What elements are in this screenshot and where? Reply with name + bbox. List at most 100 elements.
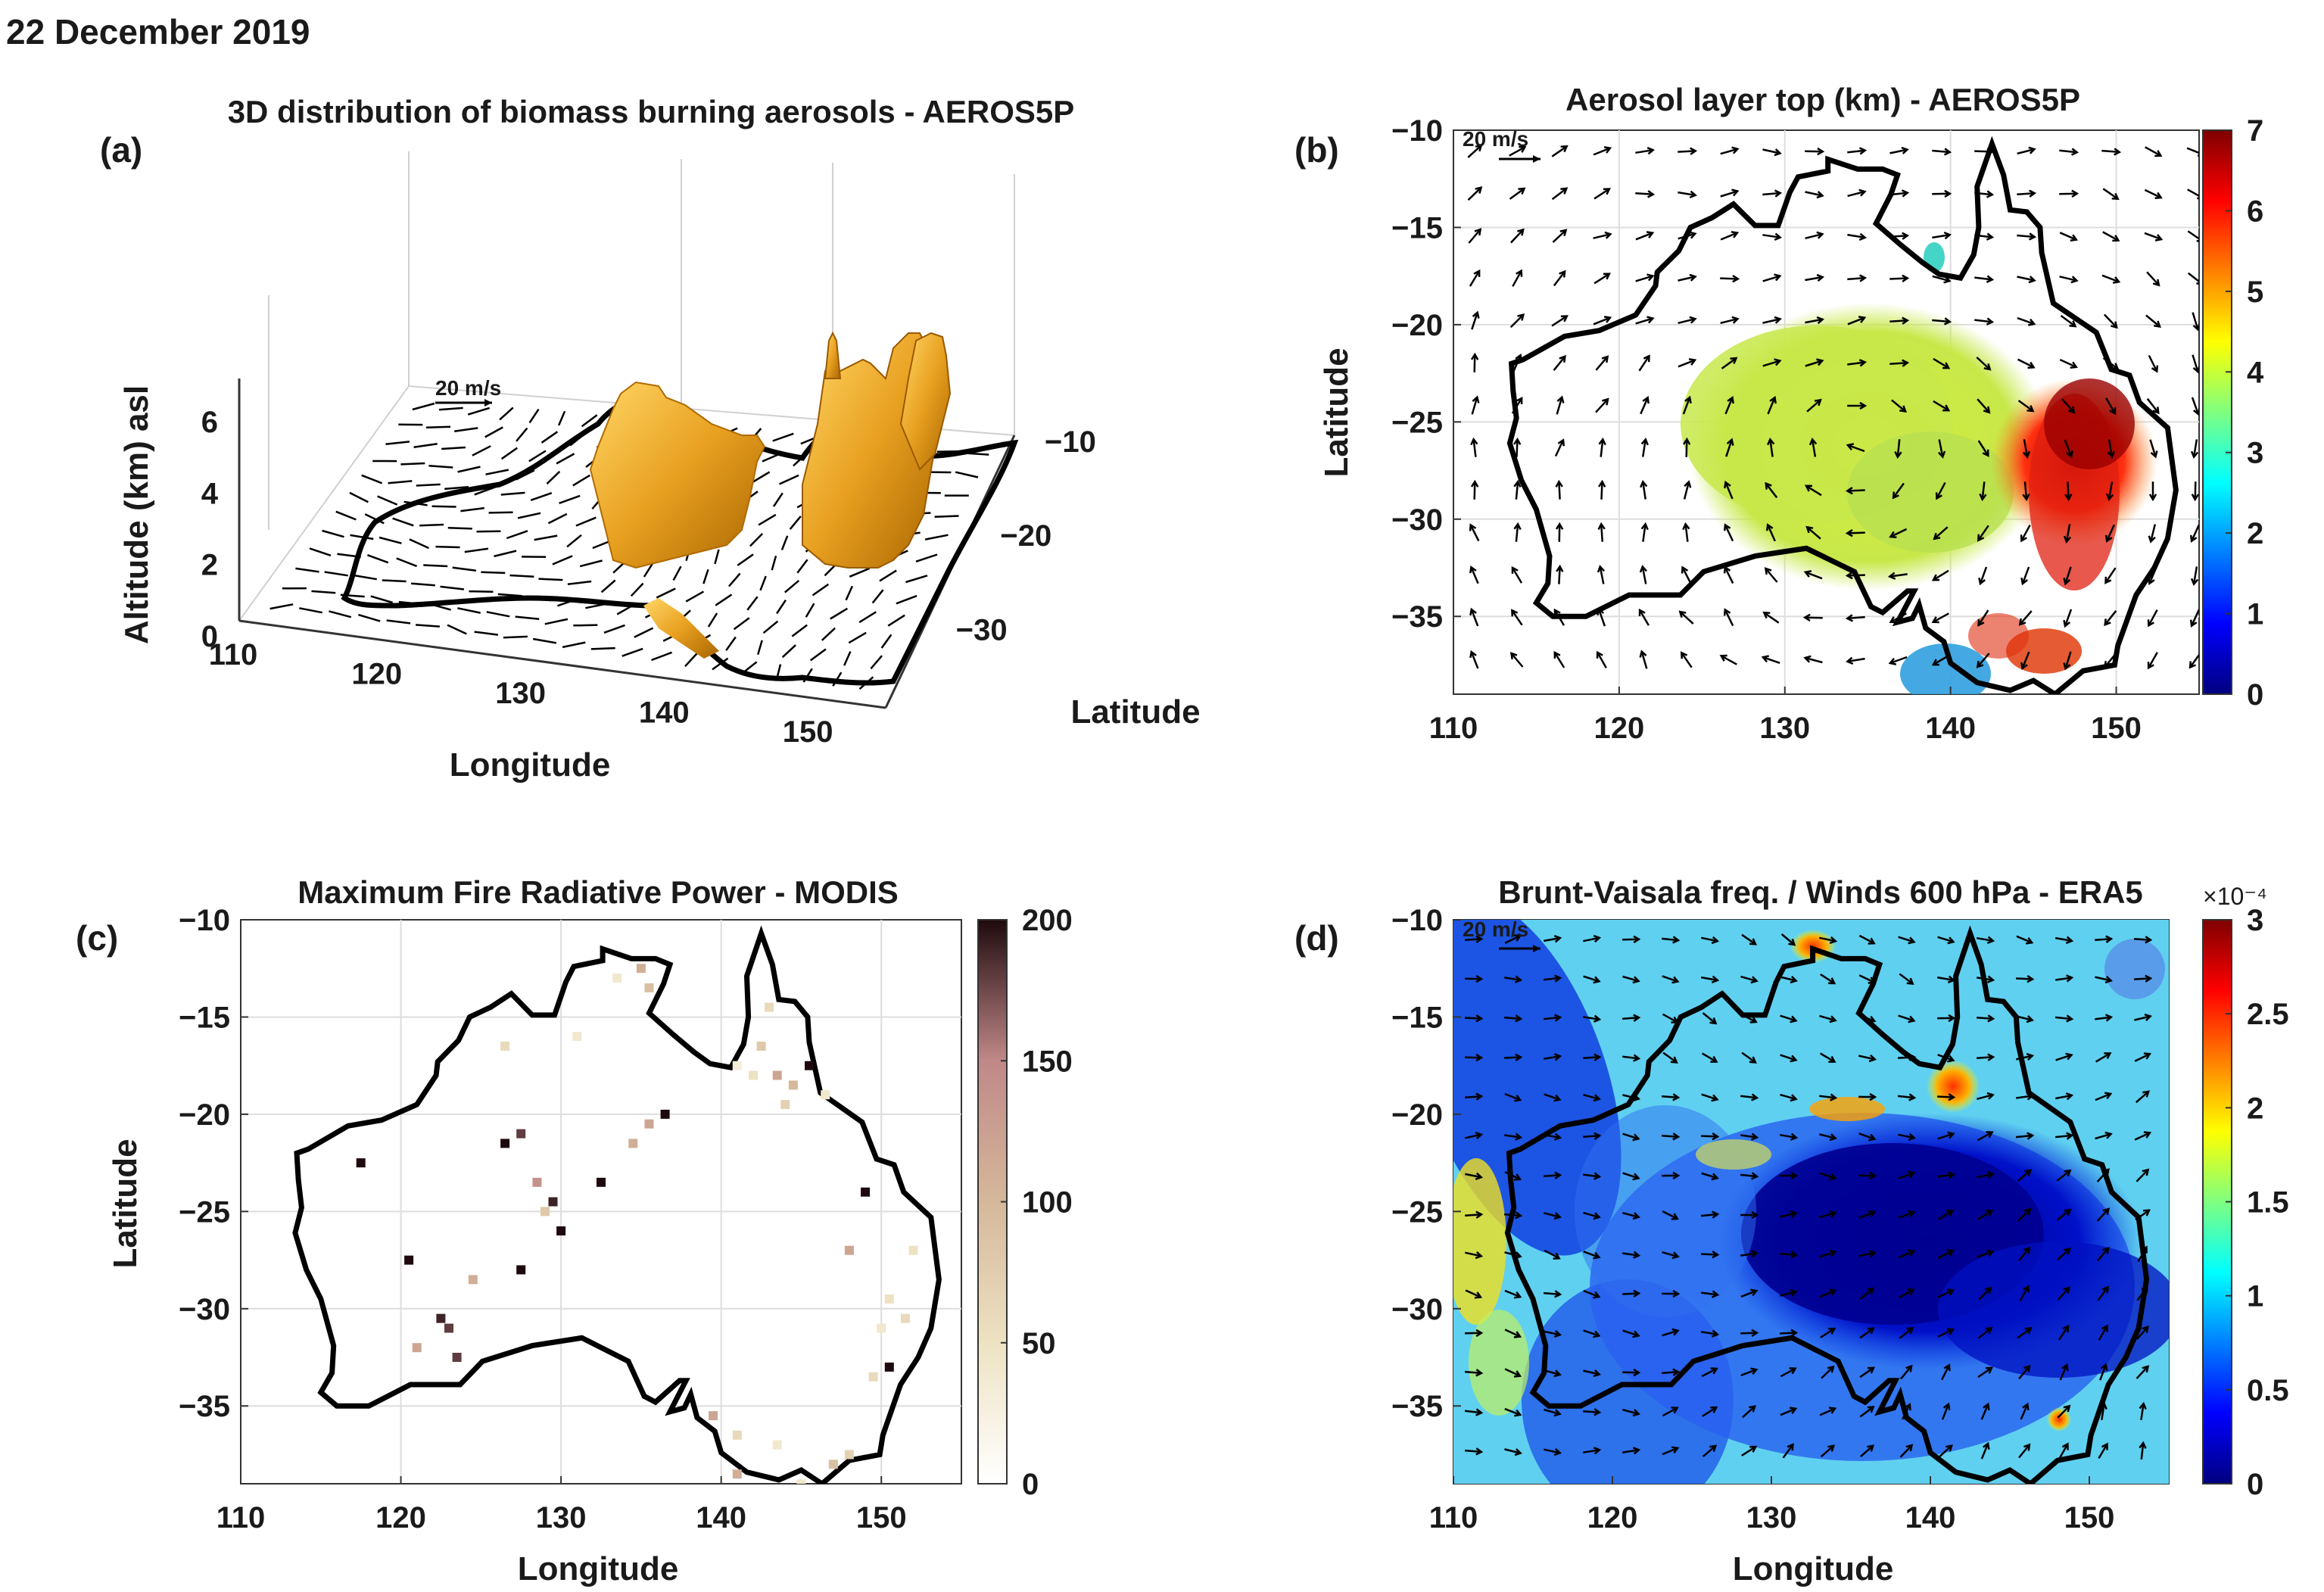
wind-vector (1898, 1014, 1914, 1022)
wind-vector-head (1672, 1289, 1681, 1298)
wind-vector (1847, 276, 1865, 281)
wind-vector (2057, 1248, 2070, 1261)
wind-vector (400, 462, 425, 466)
wind-vector (1583, 1211, 1600, 1219)
wind-vector-head (2145, 974, 2153, 983)
wind-vector-head (1944, 189, 1952, 198)
wind-vector (830, 607, 849, 620)
wind-vector (1510, 653, 1524, 668)
wind-vector (1806, 526, 1821, 540)
wind-vector-head (1514, 1409, 1522, 1417)
wind-vector (1979, 566, 1988, 584)
wind-vector (409, 538, 429, 550)
wind-vector (2149, 439, 2157, 457)
wind-vector (2104, 610, 2117, 625)
wind-vector (1847, 444, 1865, 453)
wind-vector-head (1859, 274, 1868, 282)
wind-vector-head (2145, 936, 2153, 944)
wind-vector (1780, 1291, 1796, 1297)
panel-c-xlabel: Longitude (518, 1550, 679, 1587)
wind-vector (1898, 1250, 1914, 1259)
wind-vector-head (1867, 1327, 1875, 1335)
wind-vector (2021, 566, 2030, 584)
wind-vector (1937, 1095, 1954, 1098)
wind-vector-head (1710, 1367, 1718, 1375)
fire-frp-point (572, 1032, 582, 1042)
wind-vector-head (1593, 1447, 1602, 1455)
wind-vector (1544, 1212, 1560, 1218)
wind-vector (559, 494, 581, 504)
wind-vector (805, 603, 815, 618)
wind-vector (1811, 439, 1817, 457)
wind-vector-head (1942, 404, 1951, 412)
wind-vector (603, 624, 625, 634)
wind-vector-head (1517, 228, 1525, 236)
wind-vector (1937, 1249, 1954, 1260)
wind-vector-head (1828, 1055, 1836, 1063)
wind-vector-head (1553, 1053, 1562, 1061)
wind-vector-head (1514, 1291, 1522, 1299)
wind-vector-head (2101, 1285, 2109, 1294)
wind-vector (2057, 1287, 2070, 1301)
panel-d-y-tick-label: −10 (1391, 904, 1443, 937)
wind-vector-head (2064, 494, 2073, 502)
wind-vector-head (1906, 977, 1914, 985)
wind-vector (1464, 1370, 1482, 1375)
wind-vector-head (1790, 1210, 1798, 1218)
panel-a-plume-1 (589, 381, 766, 569)
wind-vector (1661, 937, 1679, 942)
wind-vector (2017, 1208, 2031, 1222)
panel-a-x-tick-label: 130 (495, 677, 546, 710)
wind-vector (567, 580, 592, 586)
wind-vector (1662, 1051, 1678, 1064)
wind-vector-head (2104, 976, 2113, 984)
wind-vector (1724, 524, 1734, 542)
wind-vector-head (1867, 1444, 1875, 1452)
wind-vector (299, 607, 322, 614)
wind-vector (2098, 1325, 2108, 1341)
wind-vector (848, 631, 867, 644)
wind-vector-head (1712, 1210, 1720, 1219)
panel-b-colorbar (2202, 129, 2232, 695)
wind-vector (2144, 188, 2162, 199)
wind-vector (1725, 439, 1733, 457)
wind-vector (2187, 188, 2199, 198)
wind-vector-head (1986, 936, 1995, 944)
wind-vector (643, 562, 654, 578)
wind-vector (1504, 1368, 1521, 1377)
wind-vector (2015, 1134, 2033, 1139)
wind-vector (2095, 937, 2111, 942)
panel-b-title: Aerosol layer top (km) - AEROS5P (1565, 82, 2080, 117)
wind-vector (1805, 232, 1823, 240)
panel-c-australia-outline (292, 925, 942, 1484)
wind-vector (1600, 481, 1603, 500)
wind-vector-head (1593, 1053, 1602, 1061)
wind-vector-head (1905, 1364, 1913, 1372)
wind-vector-head (1749, 1405, 1756, 1413)
wind-vector (1780, 976, 1796, 982)
wind-vector (1469, 270, 1481, 287)
wind-vector-head (1509, 652, 1518, 660)
wind-vector-head (1553, 1094, 1562, 1102)
wind-vector-head (1986, 1210, 1994, 1217)
wind-vector-head (1983, 406, 1991, 414)
wind-vector-head (1689, 273, 1697, 282)
panel-b-colorbar-tick-label: 5 (2247, 276, 2263, 309)
wind-vector-head (1790, 1094, 1798, 1102)
wind-vector (1889, 148, 1908, 154)
wind-vector (2145, 314, 2160, 328)
wind-vector-head (2189, 534, 2198, 543)
wind-vector (1641, 439, 1647, 457)
wind-vector-head (1868, 937, 1876, 945)
wind-vector (2134, 1053, 2151, 1062)
wind-vector (2134, 977, 2151, 980)
wind-vector-head (1475, 935, 1484, 943)
wind-vector-head (1553, 1252, 1561, 1260)
wind-vector-head (2105, 935, 2114, 943)
wind-vector-head (1560, 187, 1569, 195)
panel-c-colorbar-tick-label: 200 (1022, 904, 1073, 937)
wind-vector (538, 578, 563, 581)
wind-vector (1819, 1407, 1836, 1416)
wind-vector-head (1774, 189, 1783, 198)
wind-vector (934, 515, 959, 518)
